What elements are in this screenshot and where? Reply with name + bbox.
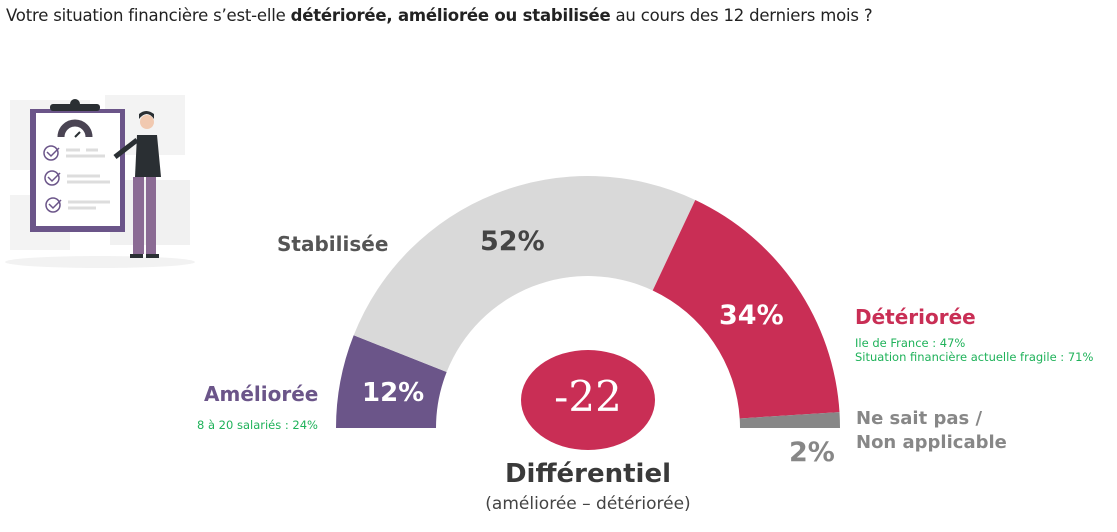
label-stabilisee: Stabilisée	[277, 232, 389, 256]
label-nsp: Ne sait pas / Non applicable	[856, 408, 1007, 453]
value-stabilisee: 52%	[480, 226, 545, 257]
value-deterioree: 34%	[719, 300, 784, 331]
segment-ne-sait-pas-non-applicable	[739, 412, 840, 428]
question-title: Votre situation financière s’est-elle dé…	[6, 6, 873, 25]
clipboard-checklist-person-icon	[5, 95, 195, 268]
differential-sublabel: (améliorée – détériorée)	[485, 494, 691, 514]
differential-value: -22	[554, 372, 622, 421]
label-deterioree: Détériorée	[855, 305, 976, 329]
note-deterioree-idf: Ile de France : 47%	[855, 336, 966, 350]
segment-détériorée	[652, 199, 840, 419]
value-nsp: 2%	[789, 437, 835, 468]
note-deterioree-fragile: Situation financière actuelle fragile : …	[855, 350, 1094, 364]
value-amelioree: 12%	[362, 378, 425, 408]
note-amelioree: 8 à 20 salariés : 24%	[197, 418, 318, 432]
segment-stabilisée	[353, 176, 696, 373]
segment-améliorée	[336, 335, 447, 428]
differential-label: Différentiel	[504, 459, 672, 489]
differential-badge	[521, 350, 655, 450]
label-amelioree: Améliorée	[204, 382, 319, 406]
